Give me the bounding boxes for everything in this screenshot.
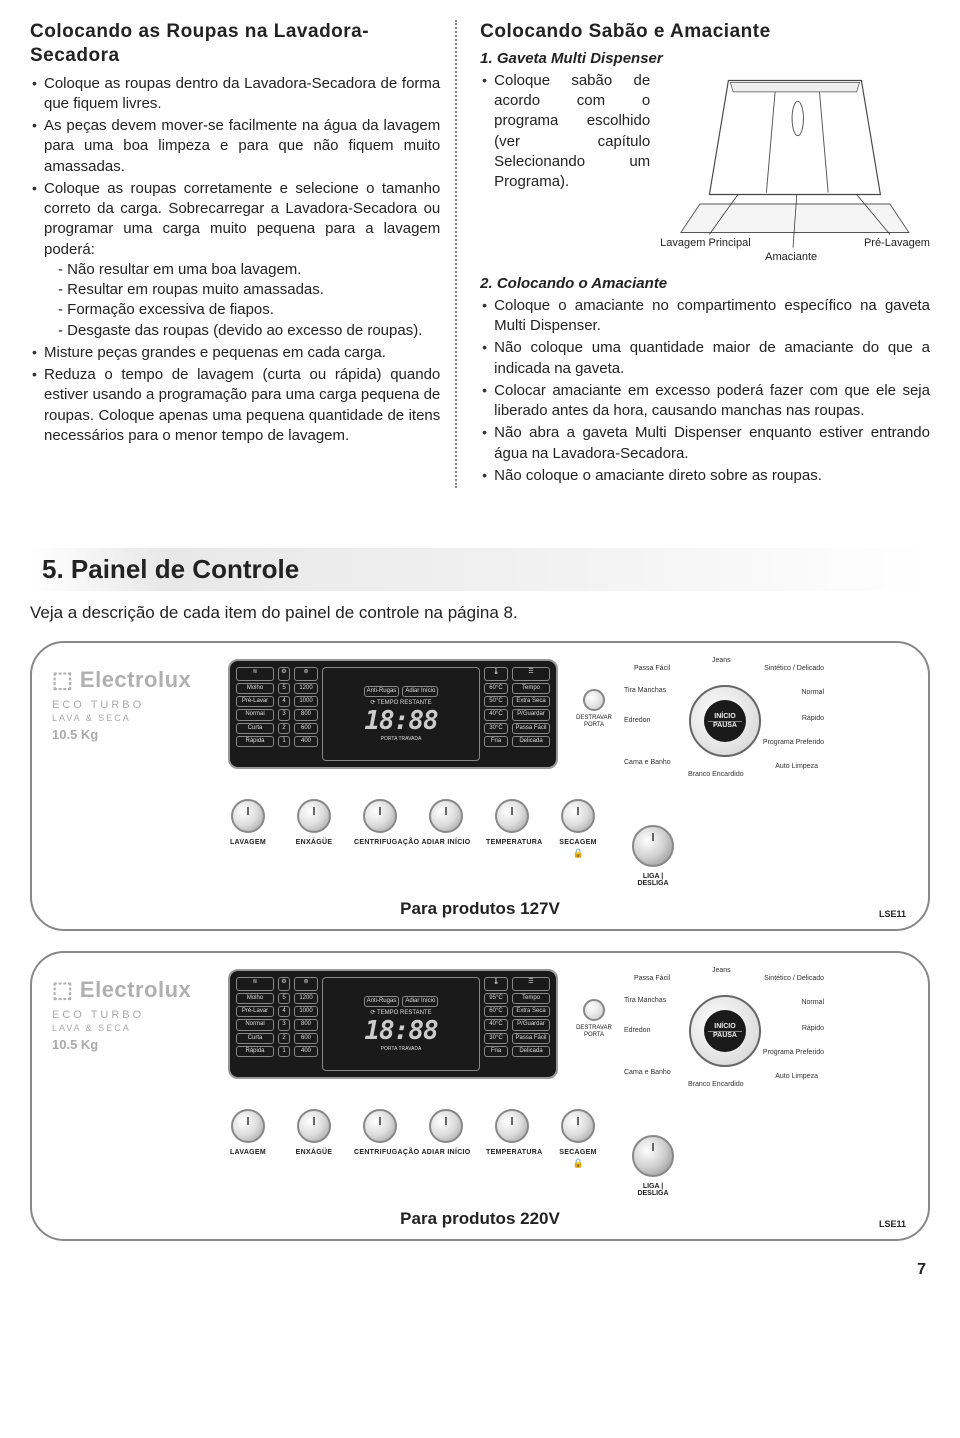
section-5: 5. Painel de Controle Veja a descrição d… — [30, 548, 930, 1241]
bullet: Coloque as roupas corretamente e selecio… — [30, 179, 440, 341]
brand-kg: 10.5 Kg — [52, 1037, 212, 1052]
panel-caption-127v: Para produtos 127V — [52, 899, 908, 919]
lcd-display: ≋ Molho Pré-Lavar Normal Curta Rápida ⚙ … — [228, 969, 558, 1079]
brand-eco: ECO TURBO — [52, 699, 212, 711]
knob-enxague[interactable]: ENXÁGÜE — [288, 799, 340, 887]
knob-temperatura[interactable]: TEMPERATURA — [486, 1109, 538, 1197]
bullet: As peças devem mover-se facilmente na ág… — [30, 116, 440, 177]
column-divider — [455, 20, 465, 488]
left-bullets: Coloque as roupas dentro da Lavadora-Sec… — [30, 74, 440, 447]
knob-secagem[interactable]: SECAGEM🔒 — [552, 1109, 604, 1197]
section-5-subtitle: Veja a descrição de cada item do painel … — [30, 603, 930, 623]
lock-icon: 🔒 — [552, 848, 584, 859]
unlock-door-button[interactable]: DESTRAVAR PORTA — [574, 659, 614, 728]
fig-label-prewash: Pré-Lavagem — [864, 237, 930, 249]
program-dial[interactable]: INÍCIO PAUSA Jeans Sintético / Delicado … — [630, 659, 820, 789]
right-bullets-2: Coloque o amaciante no compartimento esp… — [480, 296, 930, 486]
dispenser-text: Coloque sabão de acordo com o programa e… — [480, 71, 650, 261]
program-dial[interactable]: INÍCIO PAUSA Jeans Sintético / Delicado … — [630, 969, 820, 1099]
subsection-2-title: 2. Colocando o Amaciante — [480, 275, 930, 292]
time-display: 18:88 — [364, 1016, 437, 1046]
unlock-door-button[interactable]: DESTRAVAR PORTA — [574, 969, 614, 1038]
panel-caption-220v: Para produtos 220V — [52, 1209, 908, 1229]
sub-item: - Desgaste das roupas (devido ao excesso… — [58, 321, 440, 341]
fig-label-main-wash: Lavagem Principal — [660, 237, 751, 249]
knob-temperatura[interactable]: TEMPERATURA — [486, 799, 538, 887]
bullet: Coloque sabão de acordo com o programa e… — [480, 71, 650, 193]
bullet: Colocar amaciante em excesso poderá faze… — [480, 381, 930, 422]
panel-model: LSE11 — [879, 909, 906, 919]
bullet: Reduza o tempo de lavagem (curta ou rápi… — [30, 365, 440, 446]
control-panel-127v: ⬚ Electrolux ECO TURBO LAVA & SECA 10.5 … — [30, 641, 930, 931]
sub-item: - Não resultar em uma boa lavagem. — [58, 260, 440, 280]
knob-centrifugacao[interactable]: CENTRIFUGAÇÃO — [354, 799, 406, 887]
right-column: Colocando Sabão e Amaciante 1. Gaveta Mu… — [465, 20, 930, 488]
dispenser-row: Coloque sabão de acordo com o programa e… — [480, 71, 930, 261]
section-5-header-bar: 5. Painel de Controle — [30, 548, 930, 591]
brand-eco: ECO TURBO — [52, 1009, 212, 1021]
fig-label-softener: Amaciante — [765, 251, 817, 263]
right-title: Colocando Sabão e Amaciante — [480, 20, 930, 44]
knob-lavagem[interactable]: LAVAGEM — [222, 1109, 274, 1197]
bullet: Misture peças grandes e pequenas em cada… — [30, 343, 440, 363]
top-columns: Colocando as Roupas na Lavadora-Secadora… — [30, 20, 930, 488]
time-display: 18:88 — [364, 706, 437, 736]
knob-adiar-inicio[interactable]: ADIAR INÍCIO — [420, 799, 472, 887]
panel-model: LSE11 — [879, 1219, 906, 1229]
power-button[interactable]: LIGA | DESLIGA — [628, 799, 678, 887]
left-title: Colocando as Roupas na Lavadora-Secadora — [30, 20, 440, 68]
brand-kg: 10.5 Kg — [52, 727, 212, 742]
bullet: Coloque o amaciante no compartimento esp… — [480, 296, 930, 337]
brand-logo: ⬚ Electrolux — [52, 667, 212, 693]
knob-centrifugacao[interactable]: CENTRIFUGAÇÃO — [354, 1109, 406, 1197]
dispenser-figure: Lavagem Principal Amaciante Pré-Lavagem — [660, 71, 930, 261]
knob-lavagem[interactable]: LAVAGEM — [222, 799, 274, 887]
page-number: 7 — [30, 1261, 930, 1279]
brand-logo: ⬚ Electrolux — [52, 977, 212, 1003]
power-button[interactable]: LIGA | DESLIGA — [628, 1109, 678, 1197]
control-panel-220v: ⬚ Electrolux ECO TURBO LAVA & SECA 10.5 … — [30, 951, 930, 1241]
brand-block: ⬚ Electrolux ECO TURBO LAVA & SECA 10.5 … — [52, 659, 212, 742]
dispenser-illustration — [660, 71, 930, 261]
knob-row: LAVAGEM ENXÁGÜE CENTRIFUGAÇÃO ADIAR INÍC… — [222, 799, 908, 887]
bullet: Coloque as roupas dentro da Lavadora-Sec… — [30, 74, 440, 115]
knob-adiar-inicio[interactable]: ADIAR INÍCIO — [420, 1109, 472, 1197]
left-column: Colocando as Roupas na Lavadora-Secadora… — [30, 20, 455, 488]
knob-row: LAVAGEM ENXÁGÜE CENTRIFUGAÇÃO ADIAR INÍC… — [222, 1109, 908, 1197]
subsection-1-title: 1. Gaveta Multi Dispenser — [480, 50, 930, 67]
sub-list: - Não resultar em uma boa lavagem. - Res… — [58, 260, 440, 341]
bullet: Não coloque uma quantidade maior de amac… — [480, 338, 930, 379]
brand-lava: LAVA & SECA — [52, 1023, 212, 1033]
lcd-display: ≋ Molho Pré-Lavar Normal Curta Rápida ⚙ … — [228, 659, 558, 769]
lock-icon: 🔒 — [552, 1158, 584, 1169]
sub-item: - Formação excessiva de fiapos. — [58, 300, 440, 320]
brand-lava: LAVA & SECA — [52, 713, 212, 723]
sub-item: - Resultar em roupas muito amassadas. — [58, 280, 440, 300]
knob-enxague[interactable]: ENXÁGÜE — [288, 1109, 340, 1197]
bullet-text: Coloque as roupas corretamente e selecio… — [44, 180, 440, 258]
knob-secagem[interactable]: SECAGEM🔒 — [552, 799, 604, 887]
brand-block: ⬚ Electrolux ECO TURBO LAVA & SECA 10.5 … — [52, 969, 212, 1052]
section-5-title: 5. Painel de Controle — [42, 554, 918, 585]
bullet: Não abra a gaveta Multi Dispenser enquan… — [480, 423, 930, 464]
bullet: Não coloque o amaciante direto sobre as … — [480, 466, 930, 486]
